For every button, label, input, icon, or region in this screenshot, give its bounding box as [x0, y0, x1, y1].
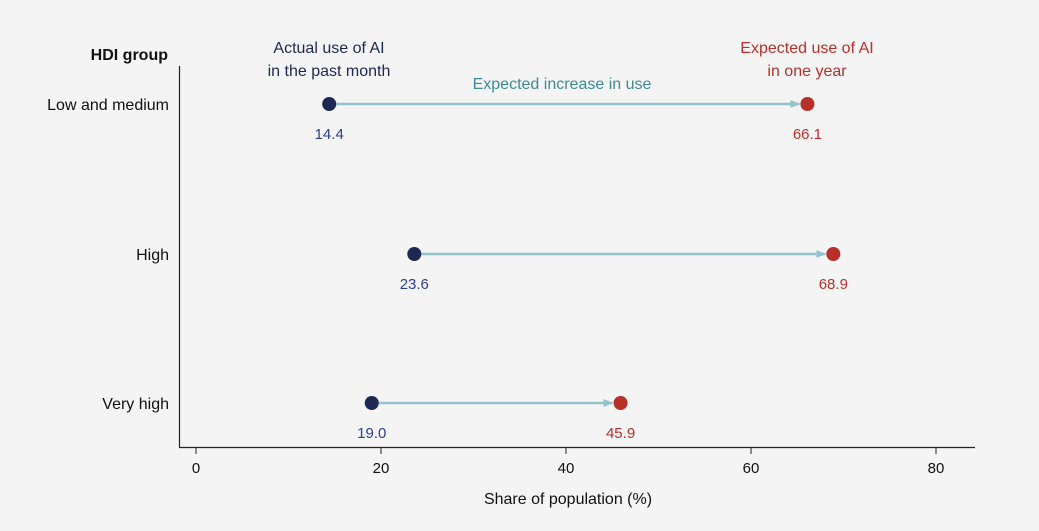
- x-ticks: 0 20 40 60 80: [192, 448, 945, 477]
- x-tick-label: 60: [743, 460, 760, 477]
- expected-use-value-label: 66.1: [793, 126, 822, 143]
- expected-use-dot: [826, 247, 841, 261]
- x-tick-label: 20: [373, 460, 390, 477]
- x-tick-label: 0: [192, 460, 200, 477]
- x-tick-label: 80: [928, 460, 945, 477]
- actual-use-dot: [407, 247, 422, 261]
- category-label: Very high: [102, 396, 169, 413]
- actual-use-dot: [322, 97, 337, 111]
- annotation-expected-line2: in one year: [767, 63, 847, 80]
- axes: [178, 66, 975, 449]
- annotation-expected-line1: Expected use of AI: [740, 40, 873, 57]
- actual-use-value-label: 23.6: [400, 276, 429, 293]
- expected-use-value-label: 45.9: [606, 425, 635, 442]
- marks: 14.4 66.1 23.6 68.9 19.0 45.9: [315, 97, 848, 442]
- actual-use-value-label: 14.4: [315, 126, 344, 143]
- actual-use-value-label: 19.0: [357, 425, 386, 442]
- x-tick-label: 40: [558, 460, 575, 477]
- expected-use-dot: [613, 396, 628, 410]
- category-label: Low and medium: [47, 97, 169, 114]
- annotations: Actual use of AI in the past month Expec…: [268, 40, 874, 93]
- annotation-increase: Expected increase in use: [473, 76, 652, 93]
- expected-use-value-label: 68.9: [819, 276, 848, 293]
- actual-use-dot: [364, 396, 379, 410]
- y-axis-title: HDI group: [91, 47, 169, 64]
- annotation-actual-line1: Actual use of AI: [273, 40, 384, 57]
- category-labels: Low and medium High Very high: [47, 97, 169, 413]
- x-axis-title: Share of population (%): [484, 491, 652, 508]
- expected-use-dot: [800, 97, 815, 111]
- category-label: High: [136, 247, 169, 264]
- annotation-actual-line2: in the past month: [268, 63, 391, 80]
